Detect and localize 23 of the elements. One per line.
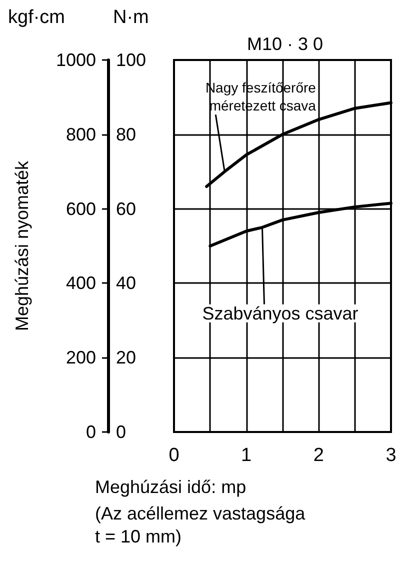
y-tick-label: 1000 <box>56 50 96 70</box>
x-axis-title: Meghúzási idő: mp <box>95 477 246 497</box>
chart-title: M10 · 3 0 <box>246 34 324 54</box>
y2-tick-label: 40 <box>116 273 136 294</box>
y-tick-label: 0 <box>86 422 96 442</box>
y-tick-label: 400 <box>66 273 96 294</box>
text: (Az acéllemez vastagsága t = 10 mm) <box>95 504 310 546</box>
y-tick-label: 200 <box>66 348 96 368</box>
annotation: Szabványos csavar <box>202 303 358 324</box>
y-tick-label: 800 <box>66 124 96 144</box>
y-axis-title: Meghúzási nyomaték <box>12 160 32 332</box>
x-tick-label: 2 <box>313 445 324 466</box>
x-tick-label: 0 <box>168 445 180 466</box>
x-tick-label: 1 <box>241 445 252 466</box>
y2-axis-title: N·m <box>113 7 149 28</box>
y2-tick-label: 20 <box>116 348 136 368</box>
y-tick-label: 600 <box>66 198 96 219</box>
x-tick-label: 3 <box>386 445 396 466</box>
y2-tick-label: 100 <box>116 50 146 70</box>
y2-tick-label: 0 <box>116 422 126 442</box>
y2-tick-label: 60 <box>116 198 136 219</box>
y2-tick-label: 80 <box>116 124 136 144</box>
text: kgf·cm <box>8 7 65 28</box>
